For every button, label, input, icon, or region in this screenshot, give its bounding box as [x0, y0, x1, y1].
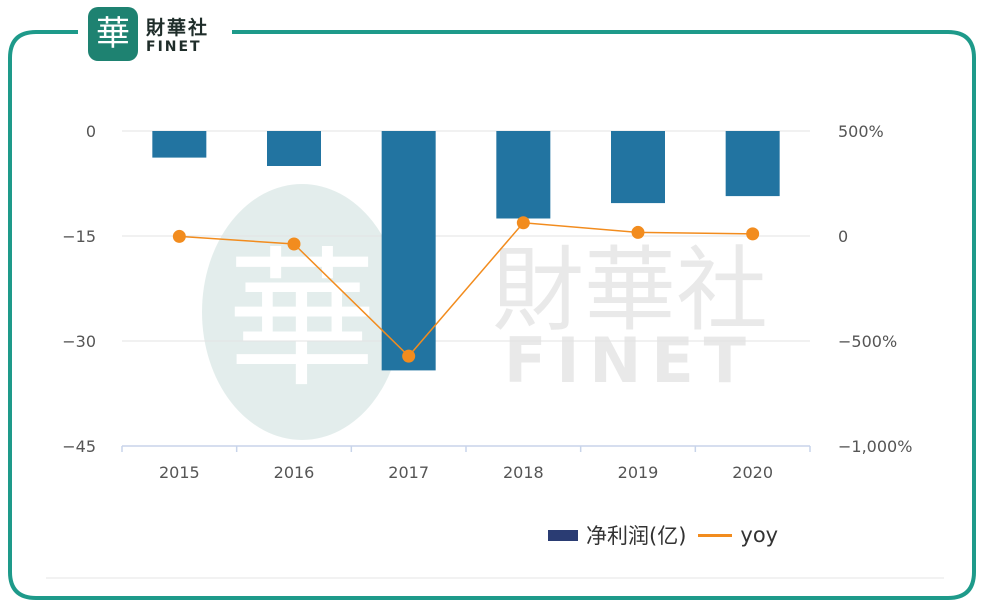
watermark-seal-icon	[202, 184, 402, 440]
bar-series	[152, 131, 780, 371]
x-tick-label: 2017	[388, 463, 429, 482]
x-tick-label: 2018	[503, 463, 544, 482]
y-right-tick-label: 500%	[838, 122, 884, 141]
y-right-tick-label: −1,000%	[838, 437, 912, 456]
yoy-point	[402, 349, 416, 363]
legend-yoy-label: yoy	[740, 523, 779, 547]
watermark-seal-char: 華	[227, 234, 377, 408]
x-tick-label: 2019	[618, 463, 659, 482]
logo-seal-icon: 華	[88, 7, 138, 61]
yoy-point	[631, 225, 645, 239]
yoy-line	[179, 221, 753, 358]
watermark-name-en: FINET	[504, 324, 756, 397]
y-left-tick-label: 0	[86, 122, 96, 141]
yoy-point	[746, 227, 760, 241]
y-right-tick-label: 0	[838, 227, 848, 246]
y-left-tick-label: −45	[62, 437, 96, 456]
legend-yoy-swatch	[698, 533, 733, 537]
x-tick-label: 2016	[274, 463, 315, 482]
finet-watermark: 華 財華社 FINET	[202, 184, 768, 440]
net-profit-bar	[611, 131, 665, 204]
y-left-tick-label: −30	[62, 332, 96, 351]
logo-name-cn: 財華社	[146, 17, 210, 39]
yoy-point	[516, 216, 530, 230]
net-profit-bar	[152, 131, 207, 158]
yoy-point	[287, 237, 301, 251]
x-tick-label: 2015	[159, 463, 200, 482]
logo-name-en: FINET	[146, 39, 202, 55]
net-profit-bar	[267, 131, 321, 166]
watermark-name-cn: 財華社	[492, 237, 768, 344]
grid-lines	[122, 130, 810, 342]
net-profit-bar	[725, 131, 780, 197]
legend-net-profit-swatch	[548, 529, 578, 541]
x-tick-label: 2020	[732, 463, 773, 482]
yoy-series	[172, 216, 760, 363]
y-left-tick-label: −15	[62, 227, 96, 246]
chart-legend: 净利润(亿) yoy	[548, 520, 778, 550]
y-right-tick-label: −500%	[838, 332, 897, 351]
axes: 0 −15 −30 −45 500% 0 −500% −1,000% 2015 2016 2017 2…	[62, 122, 912, 482]
yoy-point	[172, 229, 186, 243]
finet-logo: 華 財華社 FINET	[82, 5, 232, 63]
net-profit-bar	[496, 131, 551, 219]
legend-net-profit-label: 净利润(亿)	[586, 524, 687, 548]
net-profit-bar	[381, 131, 436, 371]
